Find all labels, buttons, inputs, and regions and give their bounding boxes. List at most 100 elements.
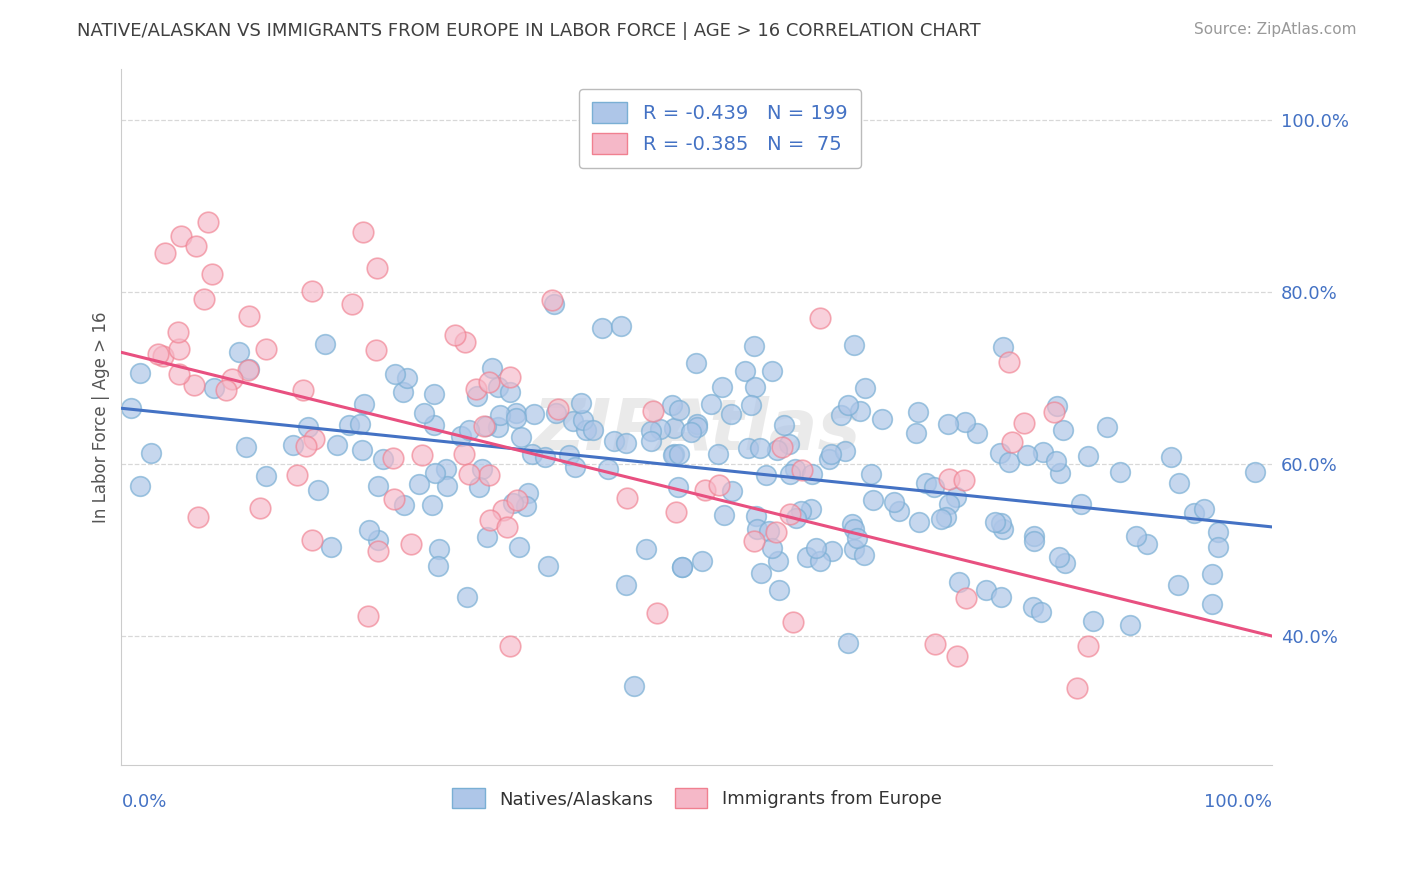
Point xyxy=(1118,618,1140,632)
Point xyxy=(399,537,422,551)
Point xyxy=(955,591,977,605)
Point xyxy=(666,480,689,494)
Point xyxy=(396,370,419,384)
Point xyxy=(1109,465,1132,479)
Point xyxy=(304,432,326,446)
Point xyxy=(367,544,389,558)
Point xyxy=(571,396,593,410)
Point xyxy=(477,530,499,544)
Point xyxy=(720,407,742,421)
Point xyxy=(1201,597,1223,611)
Point xyxy=(598,461,620,475)
Point xyxy=(326,438,349,452)
Point xyxy=(790,504,813,518)
Point xyxy=(820,447,842,461)
Point xyxy=(641,404,664,418)
Point xyxy=(785,511,807,525)
Point xyxy=(842,522,865,536)
Legend: Natives/Alaskans, Immigrants from Europe: Natives/Alaskans, Immigrants from Europe xyxy=(446,781,949,815)
Point xyxy=(640,434,662,448)
Point xyxy=(544,406,567,420)
Point xyxy=(1032,445,1054,459)
Point xyxy=(499,369,522,384)
Point xyxy=(1081,614,1104,628)
Point xyxy=(1125,528,1147,542)
Point xyxy=(357,523,380,537)
Point xyxy=(472,419,495,434)
Point xyxy=(1206,541,1229,555)
Point xyxy=(427,558,450,573)
Point xyxy=(364,343,387,357)
Point xyxy=(392,385,415,400)
Point xyxy=(146,347,169,361)
Point xyxy=(914,476,936,491)
Point xyxy=(849,403,872,417)
Text: NATIVE/ALASKAN VS IMMIGRANTS FROM EUROPE IN LABOR FORCE | AGE > 16 CORRELATION C: NATIVE/ALASKAN VS IMMIGRANTS FROM EUROPE… xyxy=(77,22,981,40)
Y-axis label: In Labor Force | Age > 16: In Labor Force | Age > 16 xyxy=(93,311,110,523)
Point xyxy=(668,447,690,461)
Point xyxy=(413,406,436,420)
Point xyxy=(558,448,581,462)
Point xyxy=(502,496,524,510)
Point xyxy=(783,462,806,476)
Point xyxy=(966,425,988,440)
Point xyxy=(744,339,766,353)
Point xyxy=(1049,466,1071,480)
Point xyxy=(800,501,823,516)
Point xyxy=(423,466,446,480)
Point xyxy=(991,522,1014,536)
Point xyxy=(572,413,595,427)
Point xyxy=(773,418,796,433)
Point xyxy=(238,309,260,323)
Point xyxy=(436,479,458,493)
Point xyxy=(367,479,389,493)
Point xyxy=(693,483,716,498)
Point xyxy=(456,590,478,604)
Point xyxy=(352,442,374,457)
Point xyxy=(488,408,510,422)
Point xyxy=(254,469,277,483)
Point xyxy=(499,385,522,400)
Point xyxy=(392,498,415,512)
Point xyxy=(924,637,946,651)
Point xyxy=(1201,567,1223,582)
Point xyxy=(533,450,555,464)
Point xyxy=(1208,525,1230,540)
Point xyxy=(792,463,814,477)
Point xyxy=(768,582,790,597)
Point xyxy=(938,497,960,511)
Point xyxy=(540,293,562,307)
Point xyxy=(238,363,260,377)
Point xyxy=(509,429,531,443)
Point xyxy=(821,543,844,558)
Point xyxy=(152,349,174,363)
Point xyxy=(707,478,730,492)
Point xyxy=(340,296,363,310)
Point xyxy=(471,462,494,476)
Point xyxy=(434,461,457,475)
Point xyxy=(523,407,546,421)
Point xyxy=(772,441,794,455)
Point xyxy=(1095,420,1118,434)
Point xyxy=(443,328,465,343)
Point xyxy=(846,532,869,546)
Point xyxy=(852,548,875,562)
Point xyxy=(686,417,709,432)
Point xyxy=(984,515,1007,529)
Point xyxy=(662,448,685,462)
Text: Source: ZipAtlas.com: Source: ZipAtlas.com xyxy=(1194,22,1357,37)
Point xyxy=(337,418,360,433)
Point xyxy=(547,402,569,417)
Point xyxy=(1066,681,1088,695)
Point xyxy=(808,310,831,325)
Point xyxy=(779,467,801,481)
Point xyxy=(737,441,759,455)
Point xyxy=(492,502,515,516)
Point xyxy=(610,318,633,333)
Point xyxy=(1070,497,1092,511)
Point xyxy=(744,380,766,394)
Point xyxy=(301,284,323,298)
Point xyxy=(1167,475,1189,490)
Point xyxy=(1045,399,1067,413)
Point xyxy=(314,336,336,351)
